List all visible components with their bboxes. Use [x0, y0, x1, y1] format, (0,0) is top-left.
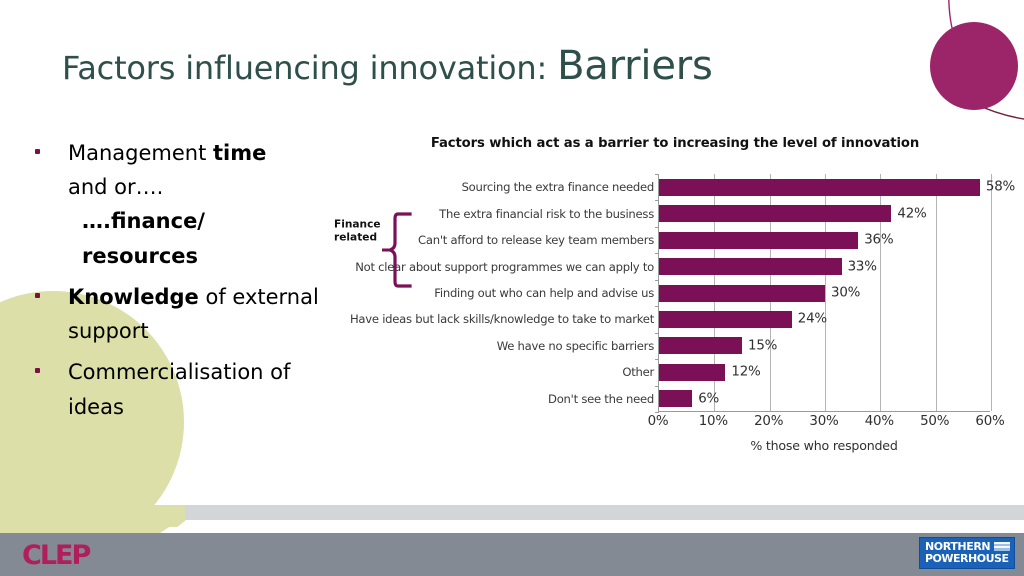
chart-category-label: The extra financial risk to the business	[439, 206, 654, 221]
chart-bar-row: 30%	[659, 284, 990, 302]
decorative-magenta-circle	[930, 22, 1018, 110]
chart-plot-area: 58% 42% 36% 33% 30% 24% 15% 12% 6%	[655, 174, 1015, 413]
footer-olive-tail	[0, 520, 180, 533]
chart-x-axis: 0% 10% 20% 30% 40% 50% 60%	[648, 414, 1005, 434]
barriers-bar-chart: Factors which act as a barrier to increa…	[330, 136, 1020, 466]
northern-powerhouse-line2: POWERHOUSE	[925, 551, 1009, 565]
flag-icon	[994, 542, 1010, 551]
chart-bar	[659, 231, 859, 249]
chart-x-tick-label: 20%	[754, 414, 784, 429]
page-title: Factors influencing innovation: Barriers	[62, 46, 713, 86]
bullet-1-sub-pre: ….	[82, 209, 111, 234]
chart-category-label: Not clear about support programmes we ca…	[355, 259, 654, 274]
chart-bar	[659, 390, 693, 408]
chart-bar-row: 6%	[659, 390, 990, 408]
chart-bar	[659, 337, 742, 355]
chart-bar	[659, 205, 892, 223]
chart-bar	[659, 310, 792, 328]
chart-category-label: Sourcing the extra finance needed	[461, 180, 655, 195]
bullet-dot-icon	[35, 292, 40, 298]
bullet-1-bold: time	[213, 141, 267, 165]
finance-related-line1: Finance	[334, 218, 381, 231]
footer-white-diagonal	[0, 520, 1024, 536]
chart-bar-value-label: 42%	[897, 206, 927, 222]
chart-bar	[659, 178, 980, 196]
chart-category-labels: Sourcing the extra finance needed The ext…	[330, 174, 658, 412]
chart-bar-value-label: 36%	[864, 232, 894, 248]
bullet-1-sub-bold: finance/	[110, 209, 205, 234]
footer-bar	[0, 533, 1024, 576]
chart-category-label: Other	[622, 365, 654, 380]
chart-bar-row: 42%	[659, 205, 990, 223]
chart-x-tick-label: 30%	[809, 414, 839, 429]
chart-bar-row: 12%	[659, 363, 990, 381]
chart-axis-tick	[655, 253, 659, 255]
chart-title: Factors which act as a barrier to increa…	[430, 136, 920, 151]
chart-axis-tick	[655, 385, 659, 387]
bullet-list: Management time and or…. ….finance/resou…	[26, 136, 336, 431]
chart-bar-row: 33%	[659, 258, 990, 276]
curly-brace-icon	[382, 212, 412, 288]
chart-axis-tick	[655, 200, 659, 202]
chart-category-label: Can't afford to release key team members	[418, 233, 654, 248]
chart-x-tick-label: 60%	[975, 414, 1005, 429]
finance-related-line2: related	[334, 232, 378, 244]
chart-bar-value-label: 6%	[698, 391, 720, 407]
chart-bar-value-label: 58%	[985, 179, 1016, 195]
chart-bar-value-label: 15%	[748, 338, 778, 354]
bullet-3-text: Commercialisation of ideas	[68, 360, 291, 419]
northern-powerhouse-logo: NORTHERN POWERHOUSE	[919, 537, 1015, 569]
chart-x-axis-title: % those who responded	[750, 438, 898, 453]
bullet-2-rest: of external support	[68, 284, 319, 344]
chart-category-label: We have no specific barriers	[496, 338, 655, 353]
list-item: Knowledge of external support	[26, 280, 336, 348]
chart-axis-tick	[655, 226, 659, 228]
chart-axis-tick	[655, 412, 659, 413]
bullet-1-subline: ….finance/resources	[68, 204, 336, 272]
np-line1-text: NORTHERN	[925, 540, 991, 553]
chart-bar-value-label: 24%	[797, 311, 827, 327]
chart-bar-row: 36%	[659, 231, 990, 249]
chart-bar-row: 15%	[659, 337, 990, 355]
chart-x-tick-label: 0%	[647, 414, 669, 429]
chart-gridline	[991, 174, 992, 411]
bullet-1-pre: Management	[68, 141, 214, 165]
chart-bar-value-label: 12%	[731, 364, 761, 380]
chart-category-label: Don't see the need	[548, 391, 654, 406]
chart-axis-tick	[655, 174, 659, 175]
chart-bar-value-label: 33%	[847, 259, 877, 275]
northern-powerhouse-line1: NORTHERN	[925, 540, 1010, 553]
bullet-2-bold: Knowledge	[68, 284, 199, 309]
chart-category-label: Have ideas but lack skills/knowledge to …	[349, 312, 654, 327]
chart-axis-tick	[655, 359, 659, 361]
chart-x-tick-label: 10%	[698, 414, 728, 429]
finance-related-annotation: Finance related	[334, 219, 381, 246]
chart-bar	[659, 258, 842, 276]
bullet-1-sub-bold2: resources	[82, 243, 199, 268]
chart-gridline	[825, 174, 826, 411]
bullet-dot-icon	[35, 368, 40, 374]
chart-plot-wrapper: Sourcing the extra finance needed The ext…	[330, 174, 1020, 453]
chart-axis-tick	[655, 279, 659, 281]
chart-bar-value-label: 30%	[831, 285, 861, 301]
bullet-dot-icon	[35, 149, 40, 154]
chart-x-tick-label: 40%	[864, 414, 894, 429]
page-title-main: Factors influencing innovation:	[62, 49, 558, 87]
chart-gridline	[935, 174, 937, 411]
chart-bar	[659, 363, 726, 381]
bullet-1-line2: and or….	[68, 175, 164, 200]
chart-bar-row: 24%	[659, 310, 990, 328]
page-title-emphasis: Barriers	[557, 43, 713, 89]
clep-logo: CLEP	[22, 540, 91, 571]
chart-category-label: Finding out who can help and advise us	[434, 286, 654, 300]
chart-bar-row: 58%	[659, 178, 1015, 196]
chart-x-tick-label: 50%	[920, 414, 950, 429]
list-item: Commercialisation of ideas	[26, 355, 336, 423]
chart-bar	[659, 284, 825, 302]
chart-axis-tick	[655, 332, 659, 334]
chart-axis-tick	[655, 306, 659, 308]
chart-gridline	[880, 174, 882, 411]
list-item: Management time and or…. ….finance/resou…	[26, 136, 336, 273]
